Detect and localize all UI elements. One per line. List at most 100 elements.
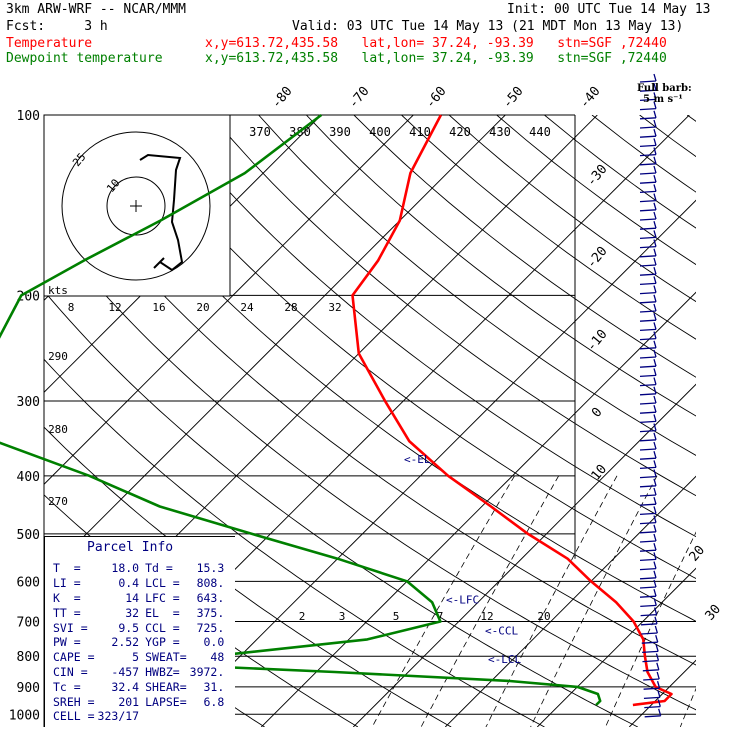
barb-legend-title: Full barb:	[637, 83, 692, 94]
hodograph	[43, 114, 231, 297]
forecast-hour: Fcst: 3 h	[6, 19, 108, 34]
wind-barb	[639, 303, 657, 313]
theta-label: 430	[489, 125, 511, 139]
wind-barb	[639, 211, 657, 221]
wind-barb	[639, 119, 657, 129]
parcel-info-row: LI = 0.4 LCL = 808.	[50, 576, 224, 591]
isotherm-tick-label: -30	[584, 162, 611, 190]
wind-barb	[639, 138, 657, 148]
isotherm	[352, 383, 696, 727]
wind-barb	[639, 331, 657, 341]
parcel-info-row: SVI = 9.5 CCL = 725.	[50, 620, 224, 635]
wind-barb	[641, 625, 658, 635]
wind-barb	[639, 451, 657, 460]
pressure-tick-label: 200	[17, 289, 40, 304]
isotherm-tick-label: -60	[423, 84, 450, 112]
pressure-tick-label: 800	[17, 650, 40, 665]
parcel-info-cell: LFC =	[145, 590, 180, 605]
isotherm-tick-label: -70	[346, 84, 373, 112]
mixing-ratio-label: 12	[480, 610, 493, 623]
parcel-info-cell: SVI =	[53, 620, 88, 635]
isotherm	[44, 115, 506, 577]
parcel-info-cell: HWBZ=	[145, 664, 180, 679]
dry-adiabat	[44, 221, 696, 711]
wind-barb	[639, 377, 657, 387]
wind-barb	[642, 662, 660, 672]
parcel-info-cell: CELL =	[53, 709, 95, 724]
parcel-info-cell: 6.8	[203, 694, 225, 709]
parcel-info-cell: 2.52	[111, 635, 140, 650]
temperature-profile	[351, 114, 673, 707]
level-annotation: <-EL	[404, 453, 431, 466]
parcel-info-row: CELL = 323/17	[50, 709, 224, 724]
wind-barb	[641, 635, 659, 644]
wind-barb	[639, 432, 657, 442]
mixing-ratio-line	[679, 687, 696, 727]
wind-barb	[644, 708, 662, 718]
hodograph-ring-inner	[106, 176, 166, 236]
parcel-info-cell: T =	[53, 561, 81, 576]
hodograph-ring-outer	[61, 131, 211, 281]
isotherm	[168, 199, 696, 727]
temperature-location: x,y=613.72,435.58 lat,lon= 37.24, -93.39…	[205, 36, 667, 51]
dry-adiabat	[258, 115, 696, 456]
theta-label: 440	[529, 125, 551, 139]
mixing-ratio-label: 5	[393, 610, 400, 623]
wind-barb	[639, 423, 657, 433]
parcel-info-table: T = 18.0 Td = 15.3 LI = 0.4 LCL = 808. K = 14 LFC …	[50, 561, 224, 724]
parcel-info-cell: 32	[125, 605, 140, 620]
parcel-info-cell: 0.0	[203, 635, 225, 650]
parcel-info-row: TT = 32 EL = 375.	[50, 605, 224, 620]
isotherm	[444, 475, 696, 727]
mixing-ratio-line	[420, 475, 560, 727]
parcel-info-cell: LCL =	[145, 576, 180, 591]
isotherm	[628, 659, 696, 727]
wind-barb	[639, 478, 657, 488]
wind-barb	[642, 653, 660, 663]
wind-barb	[640, 616, 658, 626]
dry-adiabat	[163, 115, 696, 538]
dry-adiabat	[115, 115, 696, 580]
parcel-info-cell: TT =	[53, 605, 81, 620]
wind-barb	[639, 129, 657, 138]
parcel-info-cell: 643.	[196, 590, 225, 605]
wind-barb	[639, 83, 657, 92]
wind-barb	[639, 414, 657, 424]
wind-barb	[639, 515, 657, 525]
parcel-info-cell: SWEAT=	[145, 650, 187, 665]
pressure-tick-label: 500	[17, 528, 40, 543]
wind-barb	[639, 202, 657, 212]
parcel-info-cell	[187, 709, 225, 724]
wind-barb	[644, 699, 661, 709]
isotherm-tick-label: -80	[269, 84, 296, 112]
parcel-info-row: SREH = 201 LAPSE= 6.8	[50, 694, 224, 709]
mixing-ratio-label: 20	[537, 610, 550, 623]
parcel-info-cell: 31.	[203, 679, 225, 694]
level-annotation: <-LFC	[446, 593, 479, 606]
mixing-ratio-line	[605, 531, 696, 727]
level-annotation: <-CCL	[485, 625, 518, 638]
dewpoint-location: x,y=613.72,435.58 lat,lon= 37.24, -93.39…	[205, 51, 667, 66]
parcel-info-row: PW = 2.52 YGP = 0.0	[50, 635, 224, 650]
parcel-info-cell: 14	[125, 590, 140, 605]
wind-barb	[639, 589, 657, 598]
isotherm-tick-label: 0	[589, 405, 606, 421]
parcel-info-cell: 201	[118, 694, 140, 709]
parcel-info-cell: 48	[210, 650, 225, 665]
parcel-info-title: Parcel Info	[87, 540, 174, 555]
dry-adiabat	[305, 115, 696, 417]
theta-label: 290	[48, 350, 68, 363]
dry-adiabat	[353, 115, 696, 378]
mixing-ratio-label: 2	[299, 610, 306, 623]
wind-barb	[639, 543, 657, 552]
theta-label: 390	[329, 125, 351, 139]
parcel-info-row: CIN = -457 HWBZ= 3972.	[50, 665, 224, 680]
speed-tick-label: 28	[284, 301, 297, 314]
isotherm-tick-label: 10	[589, 462, 611, 484]
parcel-info-cell	[139, 709, 187, 724]
wind-barb	[639, 460, 657, 470]
theta-label: 400	[369, 125, 391, 139]
parcel-info-cell: 15.3	[196, 561, 225, 576]
mixing-ratio-line	[371, 475, 515, 727]
wind-barb	[639, 533, 657, 543]
